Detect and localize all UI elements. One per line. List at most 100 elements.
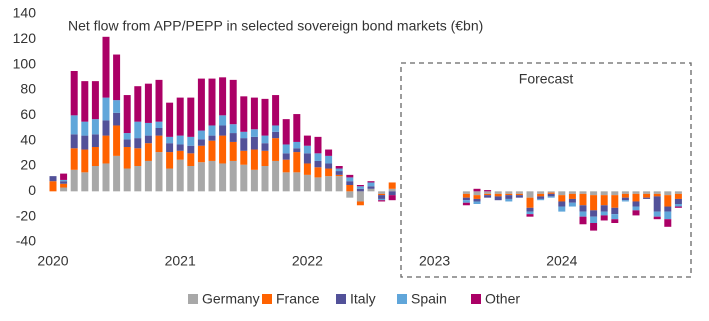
bar-segment	[229, 124, 237, 134]
bar-segment	[600, 205, 608, 212]
bar-segment	[325, 168, 333, 177]
bar-segment	[261, 150, 269, 166]
bar-segment	[282, 119, 290, 145]
bar-segment	[494, 191, 502, 194]
bar-segment	[537, 196, 545, 199]
bar-segment	[335, 166, 343, 169]
bar-segment	[462, 202, 470, 206]
bar-segment	[166, 143, 174, 153]
bar-segment	[335, 174, 343, 177]
bar-segment	[526, 214, 534, 217]
bar-segment	[537, 191, 545, 194]
bar-segment	[325, 155, 333, 164]
bar-segment	[60, 173, 68, 180]
bar-segment	[462, 193, 470, 198]
bar-segment	[664, 219, 672, 227]
bar-segment	[378, 193, 386, 196]
bar-segment	[526, 191, 534, 198]
bar-segment	[356, 191, 364, 202]
bar-segment	[155, 152, 163, 192]
bar-segment	[611, 207, 619, 215]
bar-segment	[123, 139, 131, 147]
bar-segment	[505, 193, 513, 196]
bar-segment	[81, 121, 89, 136]
bar-segment	[484, 195, 492, 198]
y-tick-label: -40	[16, 233, 36, 249]
bar-segment	[356, 201, 364, 206]
bar-segment	[325, 163, 333, 169]
bar-segment	[674, 204, 682, 207]
bar-segment	[113, 54, 121, 101]
bar-segment	[674, 193, 682, 199]
bar-segment	[134, 86, 142, 122]
bar-segment	[664, 211, 672, 220]
bar-segment	[261, 98, 269, 136]
bar-segment	[261, 135, 269, 144]
bar-segment	[314, 177, 322, 192]
bar-segment	[303, 135, 311, 146]
bar-segment	[229, 79, 237, 125]
bar-segment	[60, 187, 68, 192]
bar-segment	[250, 149, 258, 170]
bar-segment	[261, 166, 269, 192]
bar-segment	[49, 176, 57, 182]
bar-segment	[674, 198, 682, 204]
legend-swatch	[262, 294, 272, 304]
y-tick-label: 120	[13, 30, 37, 46]
bar-segment	[558, 201, 566, 207]
bar-segment	[473, 198, 481, 202]
bar-segment	[611, 219, 619, 223]
bar-segment	[611, 214, 619, 220]
bar-segment	[250, 136, 258, 150]
bar-segment	[611, 195, 619, 208]
bar-segment	[590, 191, 598, 196]
bar-segment	[473, 191, 481, 196]
bar-segment	[240, 138, 248, 151]
bar-segment	[197, 78, 205, 131]
bar-segment	[367, 186, 375, 189]
bar-segment	[91, 166, 99, 192]
bar-segment	[378, 198, 386, 201]
bar-segment	[314, 167, 322, 178]
bar-segment	[674, 206, 682, 208]
legend-label: Italy	[350, 291, 376, 307]
bar-segment	[155, 121, 163, 128]
bar-segment	[547, 193, 555, 197]
bar-segment	[176, 135, 184, 145]
bar-segment	[272, 160, 280, 192]
forecast-box	[400, 62, 692, 278]
bar-segment	[303, 145, 311, 154]
bar-segment	[558, 191, 566, 196]
y-tick-label: 140	[13, 5, 37, 21]
chart-title: Net flow from APP/PEPP in selected sover…	[68, 18, 483, 34]
bar-segment	[293, 152, 301, 173]
y-tick-label: 100	[13, 55, 37, 71]
bar-segment	[144, 122, 152, 136]
bar-segment	[653, 216, 661, 220]
bar-segment	[473, 195, 481, 199]
bar-segment	[579, 211, 587, 217]
bar-segment	[494, 193, 502, 197]
bar-segment	[378, 191, 386, 194]
bar-segment	[367, 181, 375, 183]
bar-segment	[208, 160, 216, 192]
bar-segment	[166, 102, 174, 137]
legend-label: Other	[485, 291, 520, 307]
bar-segment	[558, 195, 566, 202]
bar-segment	[123, 95, 131, 134]
bar-segment	[102, 36, 110, 98]
bar-segment	[346, 185, 354, 192]
bar-segment	[621, 193, 629, 198]
bar-segment	[526, 207, 534, 212]
bar-segment	[81, 135, 89, 150]
bar-segment	[547, 192, 555, 194]
bar-segment	[81, 149, 89, 173]
bar-segment	[219, 77, 227, 116]
bar-segment	[293, 114, 301, 142]
bar-segment	[176, 144, 184, 151]
bar-segment	[621, 200, 629, 202]
bar-segment	[282, 172, 290, 192]
bar-segment	[674, 191, 682, 194]
bar-segment	[250, 129, 258, 137]
